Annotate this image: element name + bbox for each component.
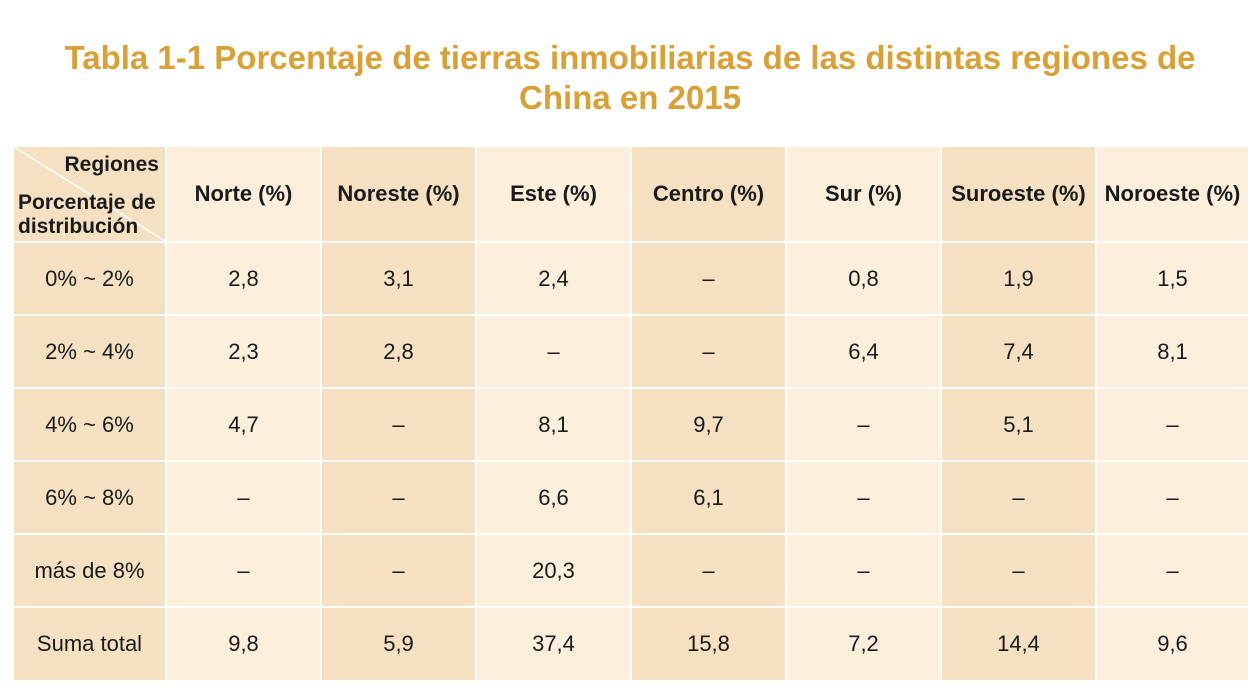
table-cell: 0,8 bbox=[785, 241, 942, 316]
table-cell: 6,6 bbox=[475, 460, 632, 535]
table-row: 0% ~ 2% 2,8 3,1 2,4–0,8 1,9 1,5 bbox=[12, 241, 1250, 316]
row-label: Suma total bbox=[12, 606, 167, 682]
table-cell: 37,4 bbox=[475, 606, 632, 682]
data-table: Regiones Porcentaje de distribución Nort… bbox=[12, 145, 1250, 682]
table-row: 6% ~ 8% – –6,6 6,1– – – bbox=[12, 460, 1250, 535]
table-cell: – bbox=[630, 314, 787, 389]
table-row: Suma total 9,8 5,9 37,4 15,8 7,2 14,4 9,6 bbox=[12, 606, 1250, 682]
table-title: Tabla 1-1 Porcentaje de tierras inmobili… bbox=[0, 38, 1260, 118]
row-label: 6% ~ 8% bbox=[12, 460, 167, 535]
table-cell: – bbox=[785, 533, 942, 608]
table-cell: – bbox=[940, 460, 1097, 535]
table-cell: – bbox=[940, 533, 1097, 608]
table-row: 2% ~ 4% 2,3 2,8– –6,4 7,4 8,1 bbox=[12, 314, 1250, 389]
table-cell: 8,1 bbox=[1095, 314, 1250, 389]
table-cell: 9,8 bbox=[165, 606, 322, 682]
table-cell: – bbox=[475, 314, 632, 389]
table-cell: 1,5 bbox=[1095, 241, 1250, 316]
table-row: 4% ~ 6% 4,7–8,1 9,7–5,1– bbox=[12, 387, 1250, 462]
column-header: Noroeste (%) bbox=[1095, 145, 1250, 243]
table-cell: 9,7 bbox=[630, 387, 787, 462]
table-cell: – bbox=[785, 460, 942, 535]
column-header: Centro (%) bbox=[630, 145, 787, 243]
table-cell: 4,7 bbox=[165, 387, 322, 462]
table-cell: 5,1 bbox=[940, 387, 1097, 462]
column-header: Este (%) bbox=[475, 145, 632, 243]
table-cell: – bbox=[1095, 387, 1250, 462]
row-label: 2% ~ 4% bbox=[12, 314, 167, 389]
column-header: Sur (%) bbox=[785, 145, 942, 243]
table-cell: – bbox=[785, 387, 942, 462]
table-cell: – bbox=[165, 533, 322, 608]
table-cell: 20,3 bbox=[475, 533, 632, 608]
table-cell: – bbox=[320, 387, 477, 462]
header-row: Regiones Porcentaje de distribución Nort… bbox=[12, 145, 1250, 243]
table-cell: – bbox=[320, 460, 477, 535]
table-cell: 5,9 bbox=[320, 606, 477, 682]
table-cell: 7,4 bbox=[940, 314, 1097, 389]
table-title-line2: China en 2015 bbox=[519, 79, 741, 116]
table-cell: 14,4 bbox=[940, 606, 1097, 682]
column-header: Suroeste (%) bbox=[940, 145, 1097, 243]
table-cell: – bbox=[630, 241, 787, 316]
table-cell: – bbox=[1095, 533, 1250, 608]
table-cell: 7,2 bbox=[785, 606, 942, 682]
diagonal-divider bbox=[14, 147, 165, 241]
table-cell: 6,4 bbox=[785, 314, 942, 389]
table-row: más de 8% – –20,3– – – – bbox=[12, 533, 1250, 608]
row-label: 0% ~ 2% bbox=[12, 241, 167, 316]
table-cell: 15,8 bbox=[630, 606, 787, 682]
table-cell: 6,1 bbox=[630, 460, 787, 535]
table-cell: 2,8 bbox=[165, 241, 322, 316]
table-title-line1: Tabla 1-1 Porcentaje de tierras inmobili… bbox=[64, 39, 1196, 76]
table-cell: – bbox=[320, 533, 477, 608]
table-cell: 8,1 bbox=[475, 387, 632, 462]
corner-label-porcentaje: Porcentaje de distribución bbox=[18, 191, 156, 238]
table-cell: 2,4 bbox=[475, 241, 632, 316]
row-label: más de 8% bbox=[12, 533, 167, 608]
table-cell: – bbox=[630, 533, 787, 608]
table-cell: – bbox=[1095, 460, 1250, 535]
table-cell: 2,8 bbox=[320, 314, 477, 389]
column-header: Noreste (%) bbox=[320, 145, 477, 243]
row-label: 4% ~ 6% bbox=[12, 387, 167, 462]
table-cell: – bbox=[165, 460, 322, 535]
corner-header-cell: Regiones Porcentaje de distribución bbox=[12, 145, 167, 243]
column-header: Norte (%) bbox=[165, 145, 322, 243]
table-cell: 3,1 bbox=[320, 241, 477, 316]
table-cell: 9,6 bbox=[1095, 606, 1250, 682]
table-cell: 2,3 bbox=[165, 314, 322, 389]
table-cell: 1,9 bbox=[940, 241, 1097, 316]
corner-label-regiones: Regiones bbox=[64, 153, 159, 176]
